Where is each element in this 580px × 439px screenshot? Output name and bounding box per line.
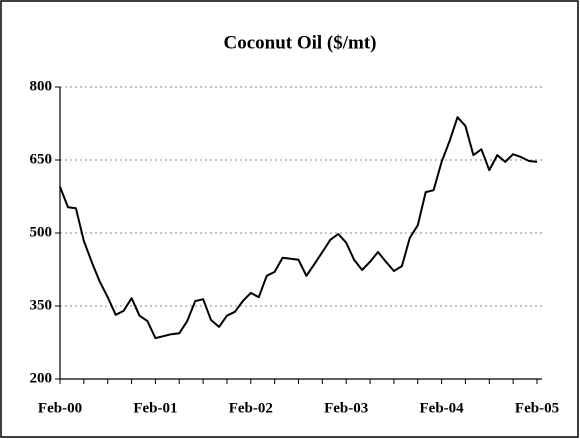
y-tick-label: 800	[30, 78, 53, 94]
y-tick-label: 650	[30, 151, 53, 167]
x-tick-label: Feb-04	[420, 400, 465, 416]
line-series	[59, 116, 538, 340]
x-tick-label: Feb-01	[133, 400, 177, 416]
x-tick-label: Feb-00	[38, 400, 82, 416]
chart-title: Coconut Oil ($/mt)	[223, 32, 376, 53]
y-tick-label: 500	[30, 224, 53, 240]
x-tick-label: Feb-05	[515, 400, 559, 416]
x-tick-label: Feb-03	[324, 400, 368, 416]
y-tick-label: 350	[30, 297, 53, 313]
y-tick-label: 200	[30, 370, 53, 386]
x-tick-label: Feb-02	[229, 400, 273, 416]
